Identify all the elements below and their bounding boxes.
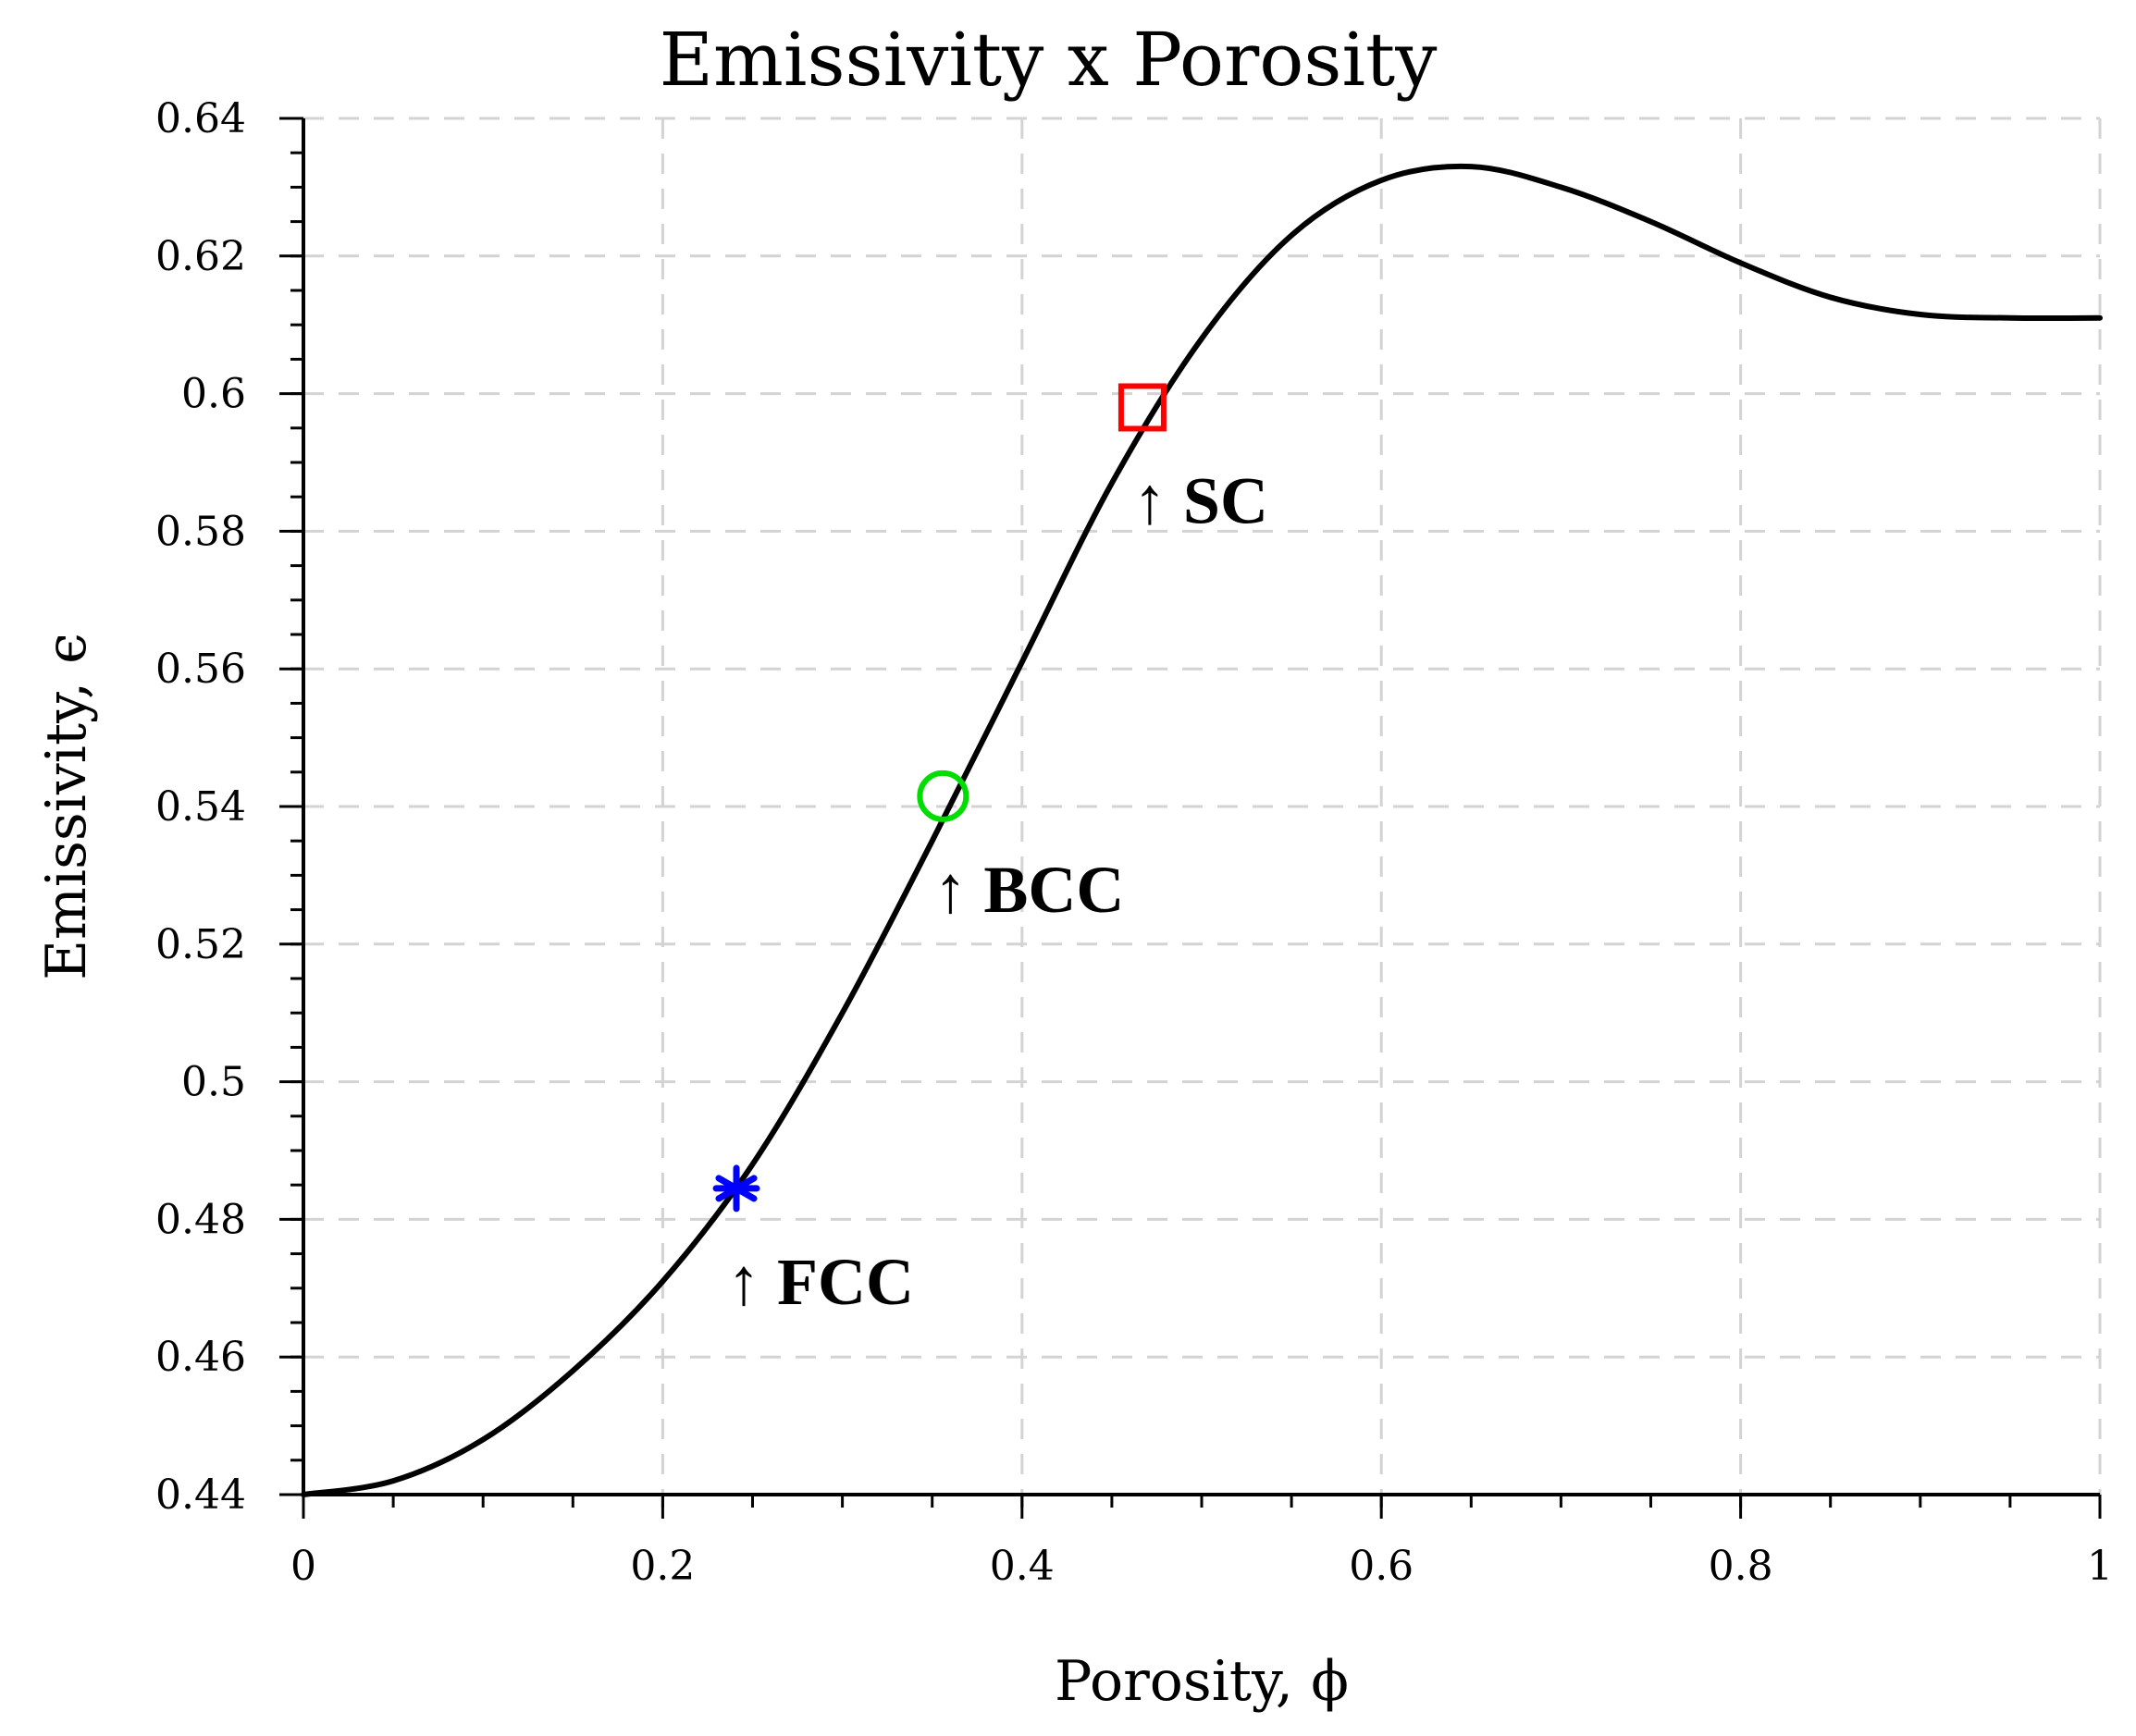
x-tick-label: 0.4 xyxy=(990,1543,1055,1590)
y-tick-label: 0.64 xyxy=(155,95,246,142)
y-tick-label: 0.6 xyxy=(181,371,246,418)
x-tick-label: 0.8 xyxy=(1709,1543,1773,1590)
x-axis-label: Porosity, ϕ xyxy=(1055,1649,1349,1714)
chart-title: Emissivity x Porosity xyxy=(660,17,1438,103)
x-tick-label: 0.2 xyxy=(630,1543,695,1590)
y-tick-label: 0.46 xyxy=(155,1334,246,1381)
axis-ticks xyxy=(279,117,2102,1519)
annotation-bcc: ↑ BCC xyxy=(933,853,1124,927)
y-tick-label: 0.44 xyxy=(155,1471,246,1519)
annotation-sc: ↑ SC xyxy=(1133,463,1268,537)
tick-labels: 0 0.2 0.4 0.6 0.8 1 0.44 0.46 0.48 0.5 0.52 0.54 0.5… xyxy=(155,95,2113,1590)
marker-fcc xyxy=(712,1164,760,1213)
y-axis-label: Emissivity, ϵ xyxy=(34,633,99,980)
y-tick-label: 0.5 xyxy=(181,1059,246,1106)
y-tick-label: 0.58 xyxy=(155,508,246,555)
series-line-emissivity-curve xyxy=(301,163,2103,1497)
annotation-fcc: ↑ FCC xyxy=(727,1245,914,1319)
y-tick-label: 0.56 xyxy=(155,646,246,693)
x-tick-label: 1 xyxy=(2087,1543,2113,1590)
marker-sc xyxy=(1117,383,1167,432)
y-tick-label: 0.52 xyxy=(155,921,246,968)
y-tick-label: 0.48 xyxy=(155,1196,246,1243)
series xyxy=(301,163,2103,1497)
axes xyxy=(302,118,2100,1496)
x-tick-label: 0.6 xyxy=(1349,1543,1414,1590)
x-tick-label: 0 xyxy=(290,1543,316,1590)
y-tick-label: 0.62 xyxy=(155,233,246,280)
markers: ↑ FCC ↑ BCC ↑ SC xyxy=(712,383,1268,1319)
y-tick-label: 0.54 xyxy=(155,783,246,831)
grid xyxy=(303,117,2102,1495)
marker-bcc xyxy=(917,770,969,822)
